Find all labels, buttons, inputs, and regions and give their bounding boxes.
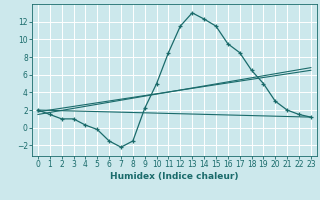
X-axis label: Humidex (Indice chaleur): Humidex (Indice chaleur) [110, 172, 239, 181]
